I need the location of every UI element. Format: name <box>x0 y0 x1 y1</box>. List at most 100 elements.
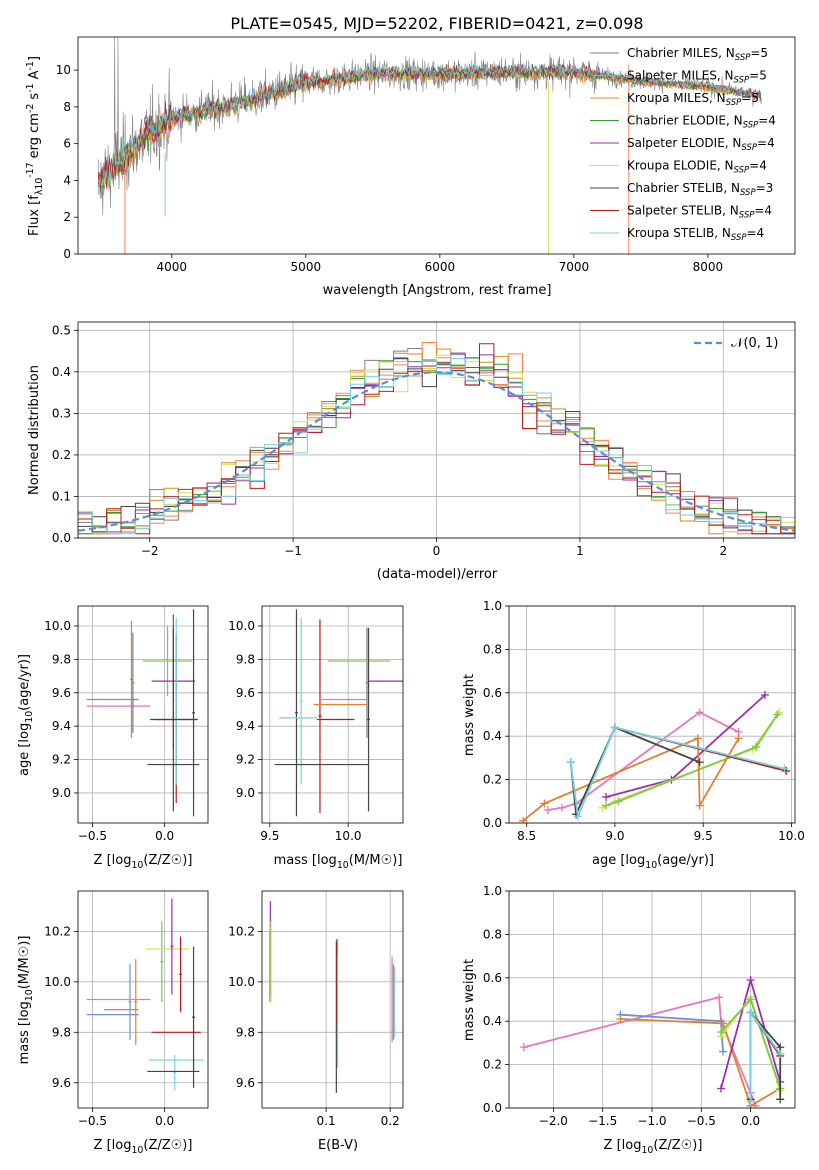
y-tick-label: 10 <box>56 63 71 77</box>
y-tick-label: 0.2 <box>52 448 71 462</box>
x-tick-label: 0.0 <box>741 1114 760 1128</box>
y-axis-label: mass weight <box>462 674 477 756</box>
legend-label: Chabrier MILES, NSSP=5 <box>627 46 768 63</box>
y-tick-label: 9.2 <box>52 753 71 767</box>
x-axis-label: age [log10(age/yr)] <box>592 853 714 871</box>
plot-area-spectrum <box>97 37 762 254</box>
x-tick-label: 8000 <box>693 260 724 274</box>
x-tick-label: −0.5 <box>687 1114 716 1128</box>
gaussian-curve <box>78 371 795 532</box>
axes-mass-vs-Z: −0.5 0.0 9.6 9.8 10.0 10.2 <box>44 890 209 1128</box>
legend-label: Kroupa ELODIE, NSSP=4 <box>627 159 767 176</box>
weight-marker <box>752 743 761 752</box>
x-tick-label: −1.0 <box>637 1114 666 1128</box>
weight-marker <box>717 1084 726 1093</box>
x-tick-label: 5000 <box>291 260 322 274</box>
weight-marker <box>719 1019 728 1028</box>
x-tick-label: 9.5 <box>694 829 713 843</box>
weight-marker <box>616 1015 625 1024</box>
x-tick-label: −0.5 <box>78 829 107 843</box>
axes-frame-spectrum <box>77 36 796 255</box>
weight-marker <box>543 805 552 814</box>
weight-marker <box>746 995 755 1004</box>
x-tick-label: 10.0 <box>335 829 362 843</box>
y-axis-label: mass weight <box>462 959 477 1041</box>
y-tick-label: 1.0 <box>483 884 502 898</box>
weight-marker <box>695 758 704 767</box>
y-tick-label: 0.1 <box>52 489 71 503</box>
x-axis-label: wavelength [Angstrom, rest frame] <box>323 283 552 298</box>
y-tick-label: 9.8 <box>52 1025 71 1039</box>
x-tick-label: 7000 <box>559 260 590 274</box>
y-tick-label: 0.8 <box>483 642 502 656</box>
axes-frame-mass-vs-Z <box>77 890 209 1109</box>
weight-marker <box>566 758 575 767</box>
weight-line <box>605 714 779 807</box>
x-tick-label: 0.1 <box>317 1114 336 1128</box>
y-tick-label: 9.0 <box>236 786 255 800</box>
weight-marker <box>693 734 702 743</box>
weight-marker <box>760 690 769 699</box>
x-tick-label: 9.0 <box>605 829 624 843</box>
y-tick-label: 2 <box>63 210 71 224</box>
axes-frame-weight-vs-age <box>508 605 796 824</box>
weight-marker <box>776 1049 785 1058</box>
residual-histogram <box>78 358 795 535</box>
axes-residuals: −2 −1 0 1 2 0.0 0.1 0.2 0.3 0.4 0.5 <box>52 321 796 558</box>
legend-label: Kroupa STELIB, NSSP=4 <box>627 226 764 243</box>
weight-marker <box>773 710 782 719</box>
weight-marker <box>610 723 619 732</box>
axes-frame-weight-vs-Z <box>508 890 796 1109</box>
y-tick-label: 9.6 <box>52 686 71 700</box>
axes-spectrum: 4000 5000 6000 7000 8000 0 2 4 6 8 10 <box>56 36 796 274</box>
plot-area-weight-vs-age <box>519 690 791 823</box>
weight-marker <box>602 801 611 810</box>
y-tick-label: 4 <box>63 173 71 187</box>
y-tick-label: 0.4 <box>483 729 502 743</box>
x-tick-label: 0.0 <box>155 1114 174 1128</box>
legend-label: Chabrier STELIB, NSSP=3 <box>627 181 773 198</box>
x-tick-label: −0.5 <box>78 1114 107 1128</box>
y-tick-label: 0.6 <box>483 686 502 700</box>
y-tick-label: 10.2 <box>228 924 255 938</box>
weight-marker <box>557 803 566 812</box>
x-tick-label: 0 <box>433 544 441 558</box>
x-tick-label: 2 <box>719 544 727 558</box>
weight-marker <box>746 975 755 984</box>
weight-marker <box>519 816 528 823</box>
axes-mass-vs-EBV: 0.1 0.2 9.6 9.8 10.0 10.2 <box>228 890 404 1128</box>
legend-label: Chabrier ELODIE, NSSP=4 <box>627 114 776 131</box>
legend-label: Kroupa MILES, NSSP=5 <box>627 91 759 108</box>
y-tick-label: 0.0 <box>52 531 71 545</box>
y-tick-label: 9.8 <box>236 652 255 666</box>
weight-marker <box>695 801 704 810</box>
legend-label: Salpeter STELIB, NSSP=4 <box>627 204 772 221</box>
weight-marker <box>602 792 611 801</box>
x-tick-label: 0.0 <box>155 829 174 843</box>
y-tick-label: 0.3 <box>52 406 71 420</box>
y-tick-label: 0.0 <box>483 1101 502 1115</box>
plot-area-mass-vs-EBV <box>269 901 396 1093</box>
weight-marker <box>746 1097 755 1106</box>
legend-label: Salpeter MILES, NSSP=5 <box>627 69 767 86</box>
model-line <box>97 60 762 196</box>
x-axis-label: Z [log10(Z/Z☉)] <box>94 853 193 871</box>
legend-label: Salpeter ELODIE, NSSP=4 <box>627 136 775 153</box>
x-axis-label: Z [log10(Z/Z☉)] <box>94 1138 193 1156</box>
x-axis-label: E(B-V) <box>318 1138 358 1153</box>
axes-frame-residuals <box>77 321 796 539</box>
x-tick-label: 10.0 <box>778 829 805 843</box>
plot-area-age-vs-Z <box>86 609 200 817</box>
weight-marker <box>780 764 789 773</box>
x-axis-label: mass [log10(M/M☉)] <box>274 853 403 871</box>
weight-marker <box>734 734 743 743</box>
legend-label: 𝒩(0, 1) <box>731 336 778 351</box>
x-tick-label: 9.5 <box>260 829 279 843</box>
y-tick-label: 0.6 <box>483 971 502 985</box>
weight-line <box>620 1018 781 1108</box>
y-tick-label: 9.6 <box>52 1076 71 1090</box>
y-tick-label: 9.6 <box>236 686 255 700</box>
axes-weight-vs-age: 8.5 9.0 9.5 10.0 0.0 0.2 0.4 0.6 0.8 1.0 <box>483 599 805 843</box>
x-tick-label: −1 <box>284 544 302 558</box>
